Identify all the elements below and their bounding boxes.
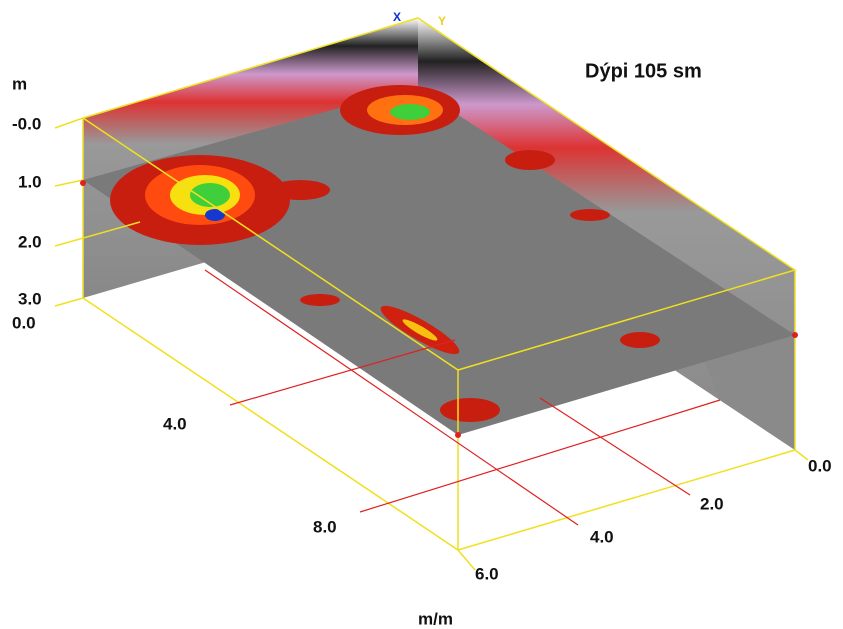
width-label: 2.0 — [700, 494, 724, 513]
width-label: 4.0 — [590, 527, 614, 546]
length-label: 0.0 — [12, 313, 36, 332]
length-label: 4.0 — [163, 414, 187, 433]
volume — [55, 18, 808, 570]
corner-label: X — [393, 10, 401, 24]
axis-unit: m/m — [418, 609, 453, 628]
width-label: 6.0 — [475, 564, 499, 583]
depth-label: 1.0 — [18, 172, 42, 191]
depth-label: -0.0 — [12, 114, 41, 133]
depth-label: 3.0 — [18, 289, 42, 308]
width-label: 0.0 — [808, 456, 832, 475]
length-label: 8.0 — [313, 517, 337, 536]
corner-label: Y — [438, 14, 446, 28]
depth-label: 2.0 — [18, 232, 42, 251]
title: Dýpi 105 sm — [585, 60, 702, 82]
depth-unit: m — [12, 74, 27, 93]
gpr-view: Dýpi 105 sm X Y m -0.0 1.0 2.0 3.0 0.0 4… — [0, 0, 843, 629]
